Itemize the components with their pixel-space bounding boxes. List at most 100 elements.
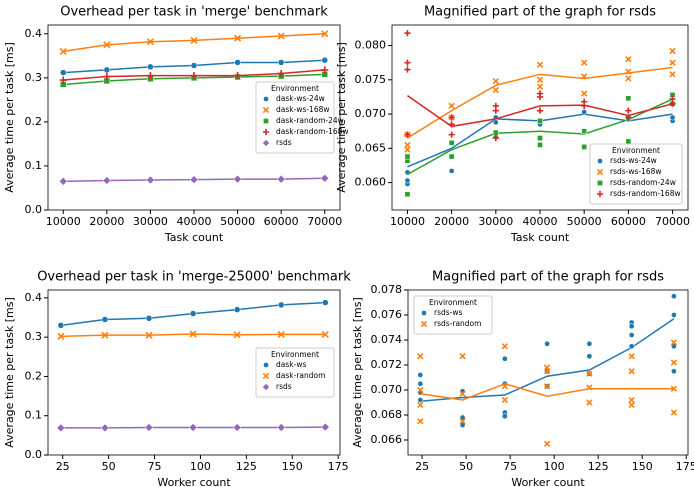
marker bbox=[417, 386, 424, 394]
marker bbox=[628, 353, 635, 360]
marker bbox=[448, 121, 455, 128]
marker bbox=[492, 107, 499, 114]
legend-marker bbox=[263, 96, 269, 102]
legend-label: rsds-random-168w bbox=[610, 189, 681, 198]
y-axis-label: Average time per task [ms] bbox=[351, 297, 364, 447]
marker bbox=[492, 129, 499, 136]
marker bbox=[586, 353, 593, 360]
marker bbox=[417, 397, 424, 403]
marker bbox=[404, 146, 411, 153]
legend-marker bbox=[420, 320, 428, 328]
marker bbox=[459, 418, 466, 425]
marker bbox=[625, 138, 632, 145]
legend-title: Environment bbox=[271, 84, 319, 93]
x-tick-label: 70000 bbox=[655, 215, 690, 228]
marker bbox=[581, 102, 588, 109]
marker bbox=[103, 72, 111, 81]
x-tick-label: 30000 bbox=[133, 215, 168, 228]
marker bbox=[448, 140, 455, 146]
marker bbox=[625, 75, 632, 82]
marker bbox=[233, 331, 241, 339]
y-axis-label: Average time per task [ms] bbox=[3, 42, 16, 192]
marker bbox=[404, 191, 411, 198]
marker bbox=[501, 343, 509, 350]
y-tick-label: 0.066 bbox=[371, 433, 403, 446]
y-tick-label: 0.3 bbox=[25, 330, 43, 343]
y-tick-label: 0.4 bbox=[25, 27, 43, 40]
marker bbox=[234, 59, 241, 66]
marker bbox=[321, 66, 329, 74]
marker bbox=[669, 47, 676, 55]
marker bbox=[459, 353, 466, 360]
x-tick-label: 60000 bbox=[264, 215, 299, 228]
marker bbox=[404, 30, 411, 37]
marker bbox=[320, 174, 329, 183]
marker bbox=[544, 340, 550, 347]
y-axis-label: Average time per task [ms] bbox=[3, 297, 16, 447]
marker bbox=[101, 316, 109, 323]
y-tick-label: 0.2 bbox=[25, 115, 43, 128]
marker bbox=[448, 131, 455, 138]
marker bbox=[321, 422, 330, 432]
legend-label: dask-ws bbox=[276, 360, 306, 369]
x-tick-label: 10000 bbox=[390, 215, 425, 228]
marker bbox=[502, 355, 508, 362]
x-axis-label: Task count bbox=[510, 231, 570, 244]
y-tick-label: 0.074 bbox=[371, 333, 403, 346]
marker bbox=[404, 131, 411, 138]
x-tick-label: 100 bbox=[190, 460, 211, 473]
plot-frame bbox=[47, 24, 341, 211]
y-tick-label: 0.1 bbox=[25, 159, 43, 172]
y-tick-label: 0.070 bbox=[371, 383, 403, 396]
marker bbox=[232, 423, 242, 432]
marker bbox=[233, 306, 241, 313]
marker bbox=[459, 414, 466, 421]
marker bbox=[543, 368, 551, 375]
marker bbox=[625, 68, 632, 75]
marker bbox=[404, 153, 411, 160]
marker bbox=[669, 114, 676, 121]
y-tick-label: 0.076 bbox=[371, 308, 403, 321]
marker bbox=[145, 315, 153, 322]
marker bbox=[448, 114, 455, 121]
marker bbox=[669, 95, 676, 103]
marker bbox=[581, 109, 588, 115]
x-tick-label: 125 bbox=[588, 460, 609, 473]
legend-label: dask-random bbox=[276, 371, 325, 380]
x-tick-label: 50000 bbox=[220, 215, 255, 228]
marker bbox=[586, 384, 593, 391]
marker bbox=[625, 114, 632, 121]
marker bbox=[492, 86, 499, 94]
marker bbox=[100, 423, 110, 433]
y-tick-label: 0.0 bbox=[25, 203, 43, 216]
y-tick-label: 0.072 bbox=[371, 358, 403, 371]
marker bbox=[146, 175, 155, 185]
y-tick-label: 0.075 bbox=[355, 73, 387, 86]
plot-frame bbox=[47, 289, 341, 456]
marker bbox=[57, 332, 65, 340]
marker bbox=[190, 72, 198, 80]
legend-label: dask-random-168w bbox=[276, 127, 349, 136]
x-tick-label: 70000 bbox=[307, 215, 342, 228]
marker bbox=[59, 47, 67, 55]
marker bbox=[147, 63, 154, 71]
y-tick-label: 0.0 bbox=[25, 448, 43, 461]
marker bbox=[321, 30, 329, 38]
x-tick-label: 125 bbox=[236, 460, 257, 473]
y-tick-label: 0.080 bbox=[355, 39, 387, 52]
marker bbox=[277, 301, 285, 309]
marker bbox=[536, 93, 544, 101]
legend-marker bbox=[262, 383, 270, 391]
marker bbox=[581, 73, 588, 80]
marker bbox=[459, 422, 466, 428]
legend-label: rsds-random-24w bbox=[610, 178, 676, 187]
legend-box bbox=[589, 143, 683, 205]
x-tick-label: 40000 bbox=[177, 215, 212, 228]
marker bbox=[277, 69, 285, 78]
marker bbox=[537, 135, 543, 141]
marker bbox=[103, 66, 111, 74]
legend-label: rsds-random bbox=[434, 319, 481, 328]
marker bbox=[234, 34, 242, 42]
marker bbox=[146, 72, 155, 80]
